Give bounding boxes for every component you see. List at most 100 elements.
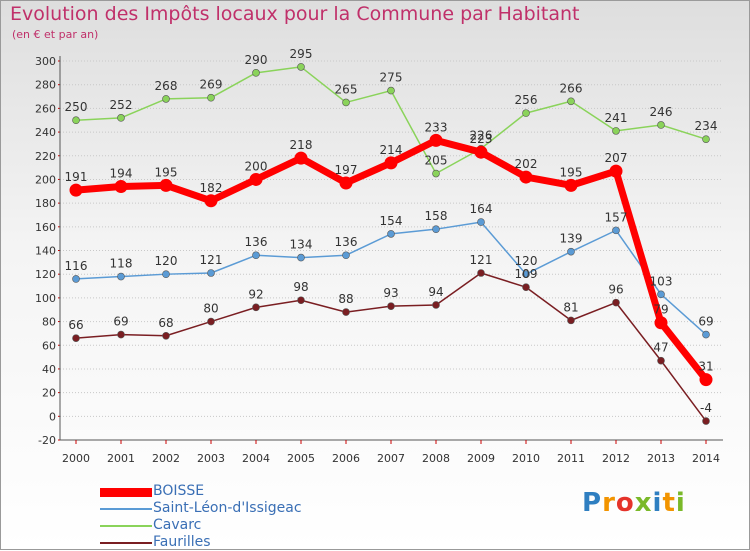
data-point (207, 93, 215, 102)
data-point (384, 156, 398, 170)
data-point (297, 63, 305, 71)
data-point (432, 169, 440, 178)
y-tick-label: 0 (49, 410, 56, 423)
y-tick-label: 260 (35, 102, 56, 115)
data-label: 226 (470, 129, 493, 143)
data-point (387, 86, 395, 95)
x-tick-label: 2008 (422, 452, 450, 465)
data-label: 69 (113, 315, 128, 329)
x-tick-label: 2003 (197, 452, 225, 465)
data-label: 268 (155, 79, 178, 93)
data-point (609, 164, 623, 178)
data-label: 158 (425, 209, 448, 223)
data-point (342, 98, 350, 107)
y-tick-label: 200 (35, 173, 56, 186)
x-axis-ticks: 2000 2001 2002 2003 2004 2005 2006 2007 2008 2009… (62, 452, 720, 465)
data-point (252, 69, 260, 77)
x-tick-label: 2007 (377, 452, 405, 465)
data-label: 275 (380, 71, 403, 85)
series-saint-l-on-d-issigeac (72, 218, 710, 339)
data-label: 136 (335, 235, 358, 249)
data-labels: 191 194 195 182 200 218 197 214 233 223 202 195 207 7… (65, 47, 718, 415)
data-label: 88 (338, 292, 353, 306)
y-tick-label: -20 (38, 434, 56, 447)
data-label: 121 (470, 253, 493, 267)
data-label: 269 (200, 78, 223, 92)
y-tick-label: 60 (42, 339, 56, 352)
data-point (114, 180, 128, 194)
data-label: 80 (203, 302, 218, 316)
data-point (204, 194, 218, 208)
legend-swatch (100, 508, 152, 510)
logo-letter: i (652, 488, 663, 518)
data-label: 116 (65, 259, 88, 273)
data-point (207, 317, 215, 326)
data-point (429, 133, 443, 147)
data-point (519, 170, 533, 184)
x-tick-label: 2000 (62, 452, 90, 465)
legend-swatch (100, 525, 152, 527)
x-tick-label: 2012 (602, 452, 630, 465)
data-point (387, 302, 395, 310)
data-point (657, 290, 665, 299)
series-boisse (69, 133, 713, 387)
grid-lines (60, 60, 723, 441)
y-tick-label: 40 (42, 363, 56, 376)
y-axis-ticks: -20 0 20 40 60 80 100 120 140 160 180 200 220 240 260 2… (35, 55, 56, 447)
data-point (294, 151, 308, 165)
data-label: 182 (200, 181, 223, 195)
data-label: 164 (470, 202, 493, 216)
y-tick-label: 280 (35, 79, 56, 92)
data-point (387, 230, 395, 238)
data-point (522, 270, 530, 278)
data-point (207, 269, 215, 277)
logo-letter: r (602, 488, 616, 518)
data-label: 195 (560, 165, 583, 179)
data-label: 118 (110, 257, 133, 271)
logo-letter: x (634, 488, 653, 518)
data-point (567, 247, 575, 256)
data-point (699, 373, 713, 387)
data-label: 81 (563, 300, 578, 314)
x-tick-label: 2006 (332, 452, 360, 465)
x-tick-label: 2010 (512, 452, 540, 465)
legend-swatch (100, 487, 152, 497)
data-label: 109 (515, 267, 538, 281)
chart-subtitle: (en € et par an) (12, 28, 99, 41)
data-point (474, 145, 488, 159)
data-label: 79 (653, 303, 668, 317)
data-point (657, 121, 665, 129)
legend-swatch (100, 542, 152, 544)
data-point (162, 331, 170, 340)
x-tick-label: 2002 (152, 452, 180, 465)
data-label: 31 (698, 360, 713, 374)
data-label: 197 (335, 163, 358, 177)
x-tick-label: 2013 (647, 452, 675, 465)
data-point (72, 275, 80, 283)
data-point (432, 301, 440, 309)
data-point (612, 226, 620, 235)
data-point (159, 178, 173, 192)
data-point (612, 127, 620, 135)
data-point (117, 114, 125, 122)
data-label: 200 (245, 159, 268, 173)
axes (58, 56, 723, 444)
data-label: 69 (698, 315, 713, 329)
data-label: 214 (380, 143, 403, 157)
data-point (522, 109, 530, 117)
data-label: 120 (155, 254, 178, 268)
data-label: 120 (515, 254, 538, 268)
x-tick-label: 2011 (557, 452, 585, 465)
y-tick-label: 240 (35, 126, 56, 139)
data-point (297, 253, 305, 262)
legend-label: Faurilles (153, 534, 211, 550)
data-point (702, 135, 710, 143)
data-label: 265 (335, 82, 358, 96)
y-tick-label: 300 (35, 55, 56, 68)
data-point (654, 316, 668, 330)
y-tick-label: 140 (35, 245, 56, 258)
data-label: 266 (560, 81, 583, 95)
series-faurilles (72, 269, 710, 425)
data-label: -4 (700, 401, 712, 415)
